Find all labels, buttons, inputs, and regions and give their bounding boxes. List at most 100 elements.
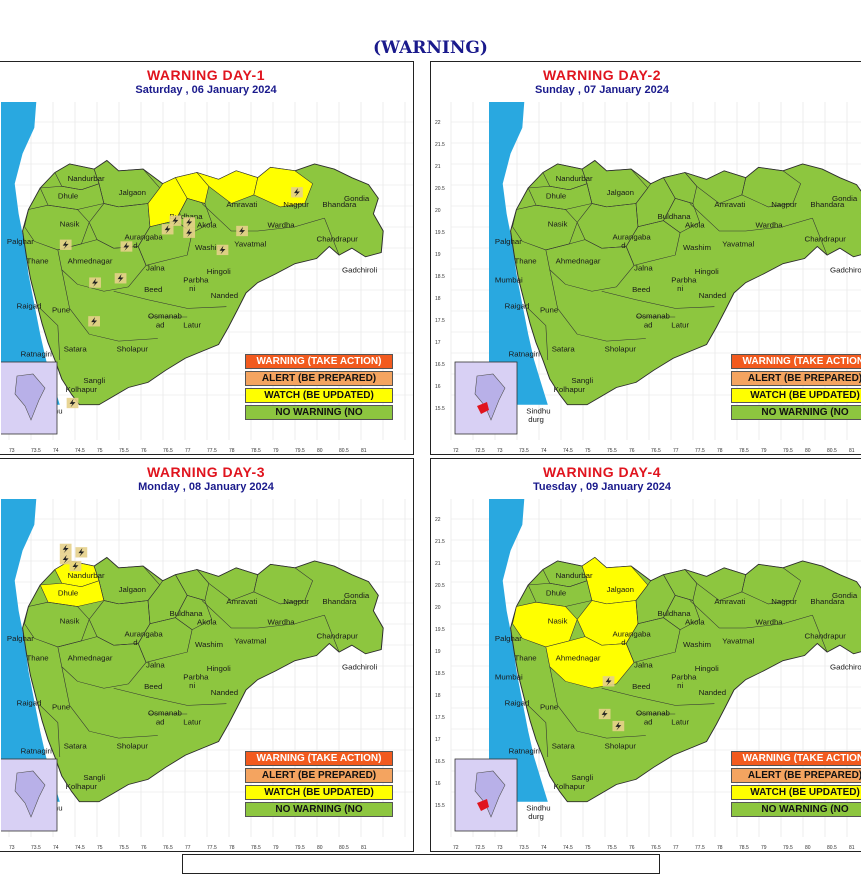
district-label: Sholapur bbox=[117, 742, 149, 750]
legend-alert: ALERT (BE PREPARED) bbox=[731, 768, 861, 783]
y-tick-label: 19.5 bbox=[435, 230, 445, 236]
district-label: ad bbox=[644, 321, 653, 329]
district-jalna bbox=[137, 617, 193, 663]
y-tick-label: 17 bbox=[435, 737, 441, 743]
footer-box bbox=[182, 854, 660, 874]
district-label: Akola bbox=[197, 221, 218, 229]
x-tick-label: 79.5 bbox=[783, 845, 793, 851]
district-label: Chandrapur bbox=[805, 235, 847, 243]
x-tick-label: 80.5 bbox=[339, 845, 349, 851]
x-tick-label: 73.5 bbox=[31, 448, 41, 454]
thunderstorm-icon bbox=[59, 543, 72, 555]
y-tick-label: 18 bbox=[435, 296, 441, 302]
district-label: Osmanab bbox=[148, 709, 182, 717]
district-map: Nandurbar Dhule Jalgaon Nasik Palghar Thane Au… bbox=[433, 102, 861, 454]
y-tick-label: 21 bbox=[435, 164, 441, 170]
district-label: Gadchiroli bbox=[830, 663, 861, 671]
x-tick-label: 76.5 bbox=[651, 448, 661, 454]
district-label: Nandurbar bbox=[556, 175, 594, 183]
panel-title: WARNING DAY-2 bbox=[542, 67, 661, 83]
x-tick-label: 80.5 bbox=[339, 448, 349, 454]
x-tick-label: 80 bbox=[317, 448, 323, 454]
district-label: Buldhana bbox=[658, 609, 692, 617]
warning-panel-day-3: WARNING DAY-3 Monday , 08 January 2024 N… bbox=[0, 458, 414, 852]
x-tick-label: 76.5 bbox=[163, 845, 173, 851]
district-label: Wardha bbox=[268, 618, 296, 626]
x-tick-label: 73.5 bbox=[31, 845, 41, 851]
y-tick-label: 22 bbox=[435, 517, 441, 523]
district-label: Amravati bbox=[714, 597, 745, 605]
district-label: Ratnagiri bbox=[21, 747, 53, 755]
panel-date: Tuesday , 09 January 2024 bbox=[533, 481, 671, 493]
thunderstorm-icon bbox=[183, 227, 196, 238]
arabian-sea bbox=[489, 499, 548, 802]
district-label: Buldhana bbox=[170, 212, 204, 220]
x-tick-label: 74 bbox=[53, 845, 59, 851]
district-label: Satara bbox=[64, 742, 88, 750]
district-label: Latur bbox=[183, 718, 201, 726]
district-label: Wardha bbox=[756, 221, 784, 229]
district-label: Jalna bbox=[146, 264, 166, 272]
district-label: Hingoli bbox=[695, 664, 719, 672]
x-tick-label: 72.5 bbox=[475, 845, 485, 851]
legend-no-warning: NO WARNING (NO bbox=[731, 802, 861, 817]
x-tick-label: 81 bbox=[361, 845, 367, 851]
x-tick-label: 76 bbox=[629, 448, 635, 454]
district-label: Sangli bbox=[571, 377, 593, 385]
district-label: Hingoli bbox=[695, 267, 719, 275]
x-tick-label: 72 bbox=[453, 448, 459, 454]
y-tick-label: 18.5 bbox=[435, 274, 445, 280]
thunderstorm-icon bbox=[236, 225, 248, 237]
district-label: Hingoli bbox=[207, 664, 231, 672]
district-label: Palghar bbox=[495, 237, 523, 245]
district-label: Nanded bbox=[699, 292, 726, 300]
x-tick-label: 75 bbox=[97, 448, 103, 454]
district-label: Aurangaba bbox=[124, 233, 163, 241]
district-akola bbox=[175, 569, 210, 601]
thunderstorm-icon bbox=[88, 316, 100, 327]
x-tick-label: 80.5 bbox=[827, 448, 837, 454]
x-tick-label: 76 bbox=[141, 845, 147, 851]
x-tick-label: 77.5 bbox=[207, 448, 217, 454]
x-tick-label: 78 bbox=[229, 448, 235, 454]
district-label: Osmanab bbox=[636, 312, 670, 320]
district-label: Washim bbox=[683, 243, 711, 251]
district-label: Thane bbox=[514, 257, 536, 265]
district-label: Thane bbox=[26, 257, 48, 265]
x-tick-label: 75 bbox=[585, 845, 591, 851]
district-label: Gondia bbox=[832, 591, 858, 599]
legend-watch: WATCH (BE UPDATED) bbox=[245, 785, 393, 800]
warning-legend: WARNING (TAKE ACTION) ALERT (BE PREPARED… bbox=[731, 751, 861, 819]
legend-watch: WATCH (BE UPDATED) bbox=[731, 388, 861, 403]
district-label: Buldhana bbox=[658, 212, 692, 220]
x-tick-label: 72 bbox=[453, 845, 459, 851]
y-tick-label: 20.5 bbox=[435, 583, 445, 589]
thunderstorm-icon bbox=[183, 217, 196, 228]
district-label: Jalgaon bbox=[607, 585, 634, 593]
district-label: ad bbox=[156, 718, 165, 726]
district-label: Jalna bbox=[634, 264, 654, 272]
x-tick-label: 77 bbox=[185, 845, 191, 851]
legend-warning: WARNING (TAKE ACTION) bbox=[245, 354, 393, 369]
legend-no-warning: NO WARNING (NO bbox=[731, 405, 861, 420]
district-label: Pune bbox=[52, 306, 70, 314]
x-tick-label: 79.5 bbox=[295, 448, 305, 454]
district-label: ni bbox=[677, 682, 683, 690]
district-label: Jalna bbox=[146, 661, 166, 669]
district-label: Pune bbox=[540, 306, 558, 314]
district-label: Jalgaon bbox=[119, 188, 146, 196]
district-label: Thane bbox=[514, 654, 536, 662]
district-label: d bbox=[133, 639, 137, 647]
thunderstorm-icon bbox=[169, 215, 182, 226]
x-tick-label: 79.5 bbox=[295, 845, 305, 851]
district-map: Nandurbar Dhule Jalgaon Nasik Palghar Thane Au… bbox=[433, 499, 861, 851]
thunderstorm-icon bbox=[602, 676, 615, 687]
legend-no-warning: NO WARNING (NO bbox=[245, 802, 393, 817]
district-label: Parbha bbox=[671, 673, 697, 681]
district-label: Nagpur bbox=[283, 200, 309, 208]
district-label: Dhule bbox=[546, 192, 566, 200]
warning-panel-day-1: WARNING DAY-1 Saturday , 06 January 2024… bbox=[0, 61, 414, 455]
district-label: Washim bbox=[683, 640, 711, 648]
district-label: Sangli bbox=[571, 774, 593, 782]
x-tick-label: 75 bbox=[97, 845, 103, 851]
